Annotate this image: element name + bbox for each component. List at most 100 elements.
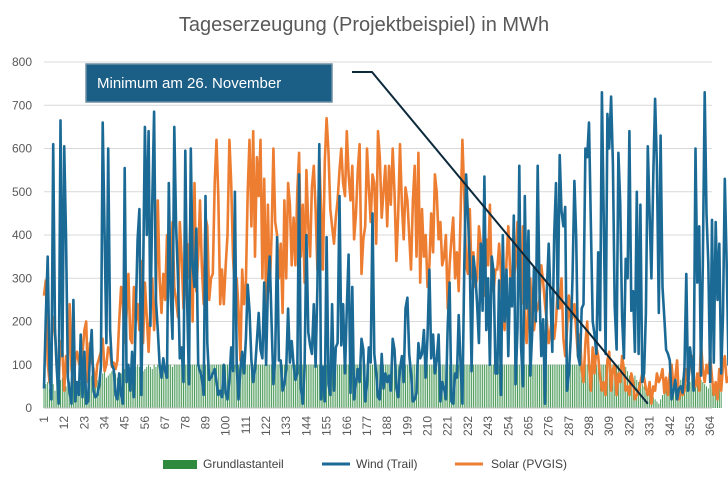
grundlast-bar	[507, 364, 509, 408]
grundlast-bar	[337, 364, 339, 408]
x-tick-label: 177	[360, 416, 374, 436]
grundlast-bar	[127, 369, 129, 408]
grundlast-bar	[265, 364, 267, 408]
grundlast-bar	[689, 382, 691, 408]
grundlast-bar	[335, 364, 337, 408]
x-tick-label: 34	[98, 416, 112, 430]
grundlast-bar	[294, 364, 296, 408]
grundlast-bar	[570, 364, 572, 408]
grundlast-bar	[166, 364, 168, 408]
x-tick-label: 232	[461, 416, 475, 436]
grundlast-bar	[654, 399, 656, 408]
grundlast-bar	[658, 403, 660, 408]
x-tick-label: 364	[703, 416, 717, 436]
x-tick-label: 287	[562, 416, 576, 436]
grundlast-bar	[417, 364, 419, 408]
grundlast-bar	[72, 377, 74, 408]
y-tick-label: 0	[25, 401, 32, 415]
grundlast-bar	[685, 384, 687, 408]
grundlast-bar	[406, 364, 408, 408]
grundlast-bar	[89, 377, 91, 408]
grundlast-bar	[368, 364, 370, 408]
grundlast-bar	[342, 364, 344, 408]
grundlast-bar	[315, 364, 317, 408]
grundlast-bar	[711, 382, 713, 408]
grundlast-bar	[577, 364, 579, 408]
grundlast-bar	[146, 366, 148, 408]
grundlast-bar	[193, 364, 195, 408]
grundlast-bar	[182, 364, 184, 408]
legend: Grundlastanteil Wind (Trail) Solar (PVGIS)	[163, 457, 567, 471]
grundlast-bar	[621, 364, 623, 408]
grundlast-bar	[269, 364, 271, 408]
grundlast-bar	[131, 373, 133, 408]
grundlast-bar	[449, 364, 451, 408]
grundlast-bar	[474, 364, 476, 408]
y-tick-label: 400	[12, 228, 32, 242]
x-tick-label: 122	[259, 416, 273, 436]
grundlast-bar	[186, 364, 188, 408]
grundlast-bar	[326, 364, 328, 408]
grundlast-bar	[480, 364, 482, 408]
grundlast-bar	[423, 364, 425, 408]
x-tick-label: 254	[501, 416, 515, 436]
x-tick-label: 133	[279, 416, 293, 436]
grundlast-bar	[467, 364, 469, 408]
grundlast-bar	[311, 364, 313, 408]
grundlast-bar	[54, 390, 56, 408]
y-axis-labels: 0 100 200 300 400 500 600 700 800	[12, 55, 32, 415]
grundlast-bar	[137, 364, 139, 408]
grundlast-bar	[408, 364, 410, 408]
grundlast-bar	[419, 364, 421, 408]
grundlast-bar	[370, 364, 372, 408]
grundlast-bar	[496, 364, 498, 408]
x-tick-label: 276	[542, 416, 556, 436]
grundlast-bar	[184, 364, 186, 408]
grundlast-bar	[555, 364, 557, 408]
grundlast-bar	[498, 364, 500, 408]
grundlast-bar	[485, 364, 487, 408]
grundlast-bar	[338, 364, 340, 408]
legend-label: Grundlastanteil	[203, 457, 284, 471]
grundlast-bar	[421, 364, 423, 408]
grundlast-bar	[405, 364, 407, 408]
grundlast-bar	[111, 371, 113, 408]
x-tick-label: 188	[380, 416, 394, 436]
x-tick-label: 89	[199, 416, 213, 430]
grundlast-bar	[645, 388, 647, 408]
grundlast-bar	[309, 364, 311, 408]
x-tick-label: 100	[219, 416, 233, 436]
grundlast-bar	[52, 384, 54, 408]
grundlast-bar	[478, 364, 480, 408]
grundlast-bar	[559, 364, 561, 408]
grundlast-bar	[630, 373, 632, 408]
grundlast-bar	[568, 364, 570, 408]
grundlast-bar	[148, 364, 150, 408]
grundlast-bar	[245, 364, 247, 408]
grundlast-bar	[572, 364, 574, 408]
annotation: Minimum am 26. November	[85, 63, 649, 405]
x-tick-label: 56	[138, 416, 152, 430]
grundlast-bar	[663, 390, 665, 408]
grundlast-bar	[465, 364, 467, 408]
grundlast-bar	[258, 364, 260, 408]
grundlast-bar	[463, 364, 465, 408]
grundlast-bar	[502, 364, 504, 408]
grundlast-bar	[159, 366, 161, 408]
grundlast-bar	[214, 364, 216, 408]
grundlast-bar	[177, 364, 179, 408]
grundlast-bar	[520, 364, 522, 408]
grundlast-bar	[208, 364, 210, 408]
x-tick-label: 210	[421, 416, 435, 436]
grundlast-bar	[483, 364, 485, 408]
grundlast-bar	[381, 364, 383, 408]
grundlast-bar	[458, 364, 460, 408]
grundlast-bar	[518, 364, 520, 408]
x-tick-label: 265	[522, 416, 536, 436]
grundlast-bar	[718, 386, 720, 409]
grundlast-bar	[469, 364, 471, 408]
x-tick-label: 166	[340, 416, 354, 436]
grundlast-bar	[509, 364, 511, 408]
grundlast-bar	[669, 384, 671, 408]
